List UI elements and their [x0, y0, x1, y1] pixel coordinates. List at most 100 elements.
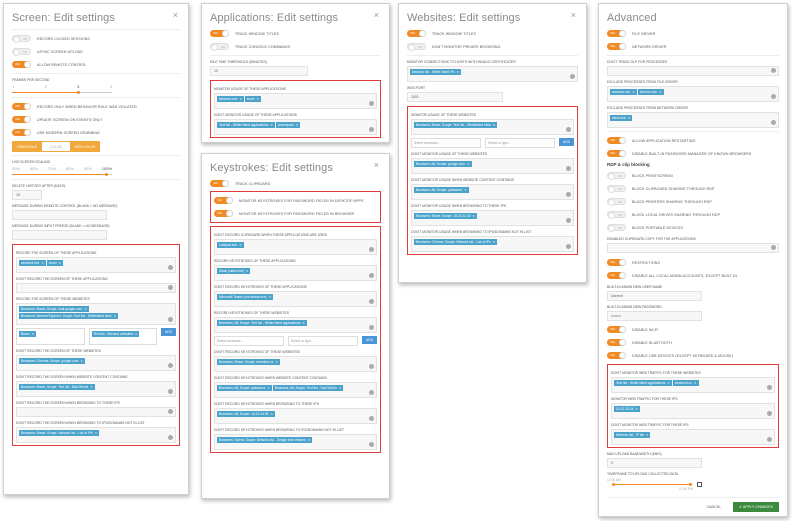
- remote-control-message-input[interactable]: [12, 210, 107, 220]
- gear-icon[interactable]: [369, 416, 374, 421]
- remove-tag-icon[interactable]: ✕: [134, 332, 138, 336]
- bandwidth-input[interactable]: 0: [607, 458, 702, 468]
- toggle-switch[interactable]: YES: [607, 272, 626, 279]
- toggle-switch[interactable]: YES: [407, 30, 426, 37]
- toggle-switch[interactable]: NO: [12, 35, 31, 43]
- monitor-apps-tag-input[interactable]: winword.exe ✕ excel ✕: [214, 93, 377, 109]
- dont-record-keystroke-apps-tag-input[interactable]: Microsoft Teams (ms-teams.exe) ✕: [214, 291, 377, 307]
- toggle-switch[interactable]: NO: [12, 48, 31, 56]
- remove-tag-icon[interactable]: ✕: [267, 386, 270, 390]
- remove-tag-icon[interactable]: ✕: [256, 97, 260, 101]
- gear-icon[interactable]: [771, 120, 776, 125]
- remove-tag-icon[interactable]: ✕: [84, 307, 87, 311]
- fps-slider[interactable]: [12, 91, 112, 94]
- remove-tag-icon[interactable]: ✕: [295, 123, 299, 127]
- scope-select[interactable]: Text list - Blocked websites ✕: [88, 328, 158, 345]
- gear-icon[interactable]: [369, 247, 374, 252]
- toggle-switch[interactable]: YES: [214, 197, 233, 204]
- web-traffic-ips-tag-input[interactable]: 10.22.33.44 ✕: [611, 403, 775, 419]
- monitor-sites-tag-input[interactable]: Browsers: Brave; Scope: Text list - Whit…: [411, 119, 574, 135]
- toggle-switch[interactable]: YES: [607, 259, 626, 266]
- dont-record-apps-tag-input[interactable]: [16, 283, 176, 293]
- close-icon[interactable]: ×: [570, 10, 576, 20]
- toggle-row[interactable]: YES DISABLE ALL LOCAL ADMIN ACCOUNTS, EXC…: [607, 270, 779, 281]
- remove-tag-icon[interactable]: ✕: [307, 438, 311, 442]
- gear-icon[interactable]: [168, 409, 173, 414]
- gear-icon[interactable]: [369, 273, 374, 278]
- remove-tag-icon[interactable]: ✕: [635, 407, 638, 411]
- no-dlp-tag-input[interactable]: [607, 66, 779, 76]
- remove-tag-icon[interactable]: ✕: [31, 332, 35, 336]
- dont-record-keystroke-sites-tag-input[interactable]: Browsers: Brave; Scope: teramind.co ✕: [214, 356, 377, 372]
- gear-icon[interactable]: [168, 265, 173, 270]
- remove-tag-icon[interactable]: ✕: [90, 385, 93, 389]
- toggle-row[interactable]: NO TRACK CONSOLE COMMANDS: [210, 41, 381, 52]
- color-mode-color[interactable]: COLOR: [41, 142, 71, 151]
- toggle-switch[interactable]: NO: [607, 172, 626, 180]
- remove-tag-icon[interactable]: ✕: [492, 240, 496, 244]
- toggle-row[interactable]: YES USE MODERN SCREEN GRABBING: [12, 127, 180, 138]
- toggle-row[interactable]: YES RESTRICTIONS: [607, 257, 779, 268]
- admin-username-input[interactable]: Danesh: [607, 291, 702, 301]
- toggle-row[interactable]: YES DISABLE WI-FI: [607, 324, 779, 335]
- remove-tag-icon[interactable]: ✕: [268, 295, 272, 299]
- gear-icon[interactable]: [771, 94, 776, 99]
- toggle-switch[interactable]: YES: [607, 339, 626, 346]
- clipboard-disabled-apps-tag-input[interactable]: [607, 243, 779, 253]
- gear-icon[interactable]: [369, 127, 374, 132]
- no-web-traffic-sites-tag-input[interactable]: Text list - White listed applications ✕ te…: [611, 377, 775, 393]
- remove-tag-icon[interactable]: ✕: [492, 123, 496, 127]
- gear-icon[interactable]: [369, 101, 374, 106]
- wss-port-input[interactable]: 1501: [407, 92, 503, 102]
- remove-tag-icon[interactable]: ✕: [464, 188, 467, 192]
- toggle-switch[interactable]: YES: [210, 30, 229, 37]
- toggle-row[interactable]: YES TRACK WINDOW TITLES: [210, 28, 381, 39]
- record-sites-tag-input[interactable]: Browsers: Brave; Scope: mail.google.com ✕…: [16, 303, 176, 325]
- gear-icon[interactable]: [369, 325, 374, 330]
- toggle-row[interactable]: YES ALLOW REMOTE CONTROL: [12, 59, 180, 70]
- toggle-row[interactable]: YES MONITOR KEYSTROKES FOR PASSWORD FIELD…: [214, 208, 377, 219]
- toggle-row[interactable]: YES MONITOR KEYSTROKES FOR PASSWORD FIELD…: [214, 195, 377, 206]
- remove-tag-icon[interactable]: ✕: [467, 162, 470, 166]
- idle-threshold-input[interactable]: 10: [210, 66, 308, 76]
- gear-icon[interactable]: [767, 411, 772, 416]
- dont-monitor-apps-tag-input[interactable]: Text list - White listed applications ✕ po…: [214, 119, 377, 135]
- remove-tag-icon[interactable]: ✕: [338, 386, 342, 390]
- toggle-switch[interactable]: YES: [12, 61, 31, 68]
- gear-icon[interactable]: [566, 166, 571, 171]
- toggle-row[interactable]: NO BLOCK CLIPBOARD SHARING THROUGH RDP: [607, 183, 779, 194]
- color-mode-selector[interactable]: GRAYSCALE COLOR HIGH COLOR: [12, 141, 100, 152]
- record-apps-tag-input[interactable]: winword.exe ✕ excel ✕: [16, 257, 176, 273]
- toggle-switch[interactable]: NO: [607, 211, 626, 219]
- remove-tag-icon[interactable]: ✕: [472, 214, 476, 218]
- toggle-row[interactable]: YES DISABLE BLUETOOTH: [607, 337, 779, 348]
- toggle-row[interactable]: YES FILE DRIVER: [607, 28, 779, 39]
- color-mode-grayscale[interactable]: GRAYSCALE: [13, 142, 42, 151]
- record-keystroke-apps-tag-input[interactable]: Slack (slack.exe) ✕: [214, 265, 377, 281]
- gear-icon[interactable]: [369, 442, 374, 447]
- toggle-row[interactable]: YES TRACK WINDOW TITLES: [407, 28, 578, 39]
- gear-icon[interactable]: [566, 192, 571, 197]
- timeframe-slider[interactable]: [612, 483, 692, 486]
- gear-icon[interactable]: [168, 389, 173, 394]
- remove-tag-icon[interactable]: ✕: [239, 97, 242, 101]
- toggle-switch[interactable]: YES: [210, 180, 229, 187]
- remove-tag-icon[interactable]: ✕: [302, 321, 305, 325]
- remove-tag-icon[interactable]: ✕: [627, 116, 631, 120]
- record-keystroke-sites-tag-input[interactable]: Browsers: All; Scope: Text list - White …: [214, 317, 377, 333]
- add-button[interactable]: ADD: [161, 328, 176, 336]
- cancel-button[interactable]: CANCEL: [706, 505, 722, 509]
- remove-tag-icon[interactable]: ✕: [645, 433, 649, 437]
- color-mode-high-color[interactable]: HIGH COLOR: [70, 142, 100, 151]
- dont-monitor-notinlist-tag-input[interactable]: Browsers: Chrome; Scope: Network list - …: [411, 236, 574, 252]
- gear-icon[interactable]: [767, 385, 772, 390]
- toggle-switch[interactable]: NO: [210, 43, 229, 51]
- gear-icon[interactable]: [168, 435, 173, 440]
- browser-select[interactable]: Brave ✕: [16, 328, 85, 345]
- no-clipboard-tag-input[interactable]: notepad.exe ✕: [214, 239, 377, 255]
- apply-changes-button[interactable]: ✔ APPLY CHANGES: [733, 502, 779, 512]
- gear-icon[interactable]: [771, 68, 776, 73]
- toggle-row[interactable]: NO BLOCK LOCAL DRIVES SHARING THROUGH RDP: [607, 209, 779, 220]
- gear-icon[interactable]: [767, 437, 772, 442]
- gear-icon[interactable]: [369, 364, 374, 369]
